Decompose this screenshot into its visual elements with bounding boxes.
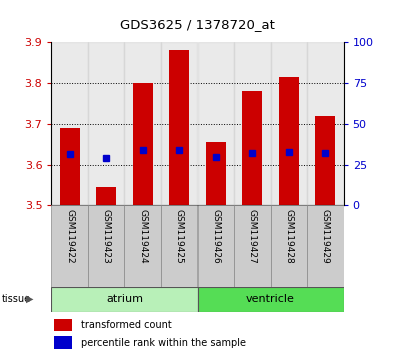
Text: transformed count: transformed count <box>81 320 171 330</box>
Text: GSM119426: GSM119426 <box>211 209 220 264</box>
Bar <box>198 205 234 287</box>
Text: GSM119428: GSM119428 <box>284 209 293 264</box>
Bar <box>198 42 234 205</box>
Text: ▶: ▶ <box>26 294 33 304</box>
Bar <box>88 42 124 205</box>
Text: GSM119425: GSM119425 <box>175 209 184 264</box>
Bar <box>51 42 88 205</box>
Text: percentile rank within the sample: percentile rank within the sample <box>81 338 246 348</box>
Bar <box>307 42 344 205</box>
Bar <box>206 142 226 205</box>
Text: GSM119423: GSM119423 <box>102 209 111 264</box>
Bar <box>133 83 153 205</box>
Bar <box>51 205 88 287</box>
Bar <box>88 205 124 287</box>
Text: atrium: atrium <box>106 294 143 304</box>
Bar <box>51 287 198 312</box>
Bar <box>271 42 307 205</box>
Text: tissue: tissue <box>2 294 31 304</box>
Bar <box>161 205 198 287</box>
Bar <box>96 187 116 205</box>
Bar <box>54 319 72 331</box>
Bar <box>198 287 344 312</box>
Bar <box>307 205 344 287</box>
Bar <box>124 42 161 205</box>
Bar <box>234 42 271 205</box>
Bar <box>124 205 161 287</box>
Bar <box>234 205 271 287</box>
Bar <box>271 205 307 287</box>
Bar <box>161 42 198 205</box>
Text: GDS3625 / 1378720_at: GDS3625 / 1378720_at <box>120 18 275 31</box>
Text: GSM119427: GSM119427 <box>248 209 257 264</box>
Bar <box>315 116 335 205</box>
Text: ventricle: ventricle <box>246 294 295 304</box>
Text: GSM119429: GSM119429 <box>321 209 330 264</box>
Bar <box>242 91 262 205</box>
Bar <box>169 50 189 205</box>
Bar <box>54 336 72 349</box>
Text: GSM119424: GSM119424 <box>138 209 147 264</box>
Bar <box>279 77 299 205</box>
Bar <box>60 128 80 205</box>
Text: GSM119422: GSM119422 <box>65 209 74 264</box>
